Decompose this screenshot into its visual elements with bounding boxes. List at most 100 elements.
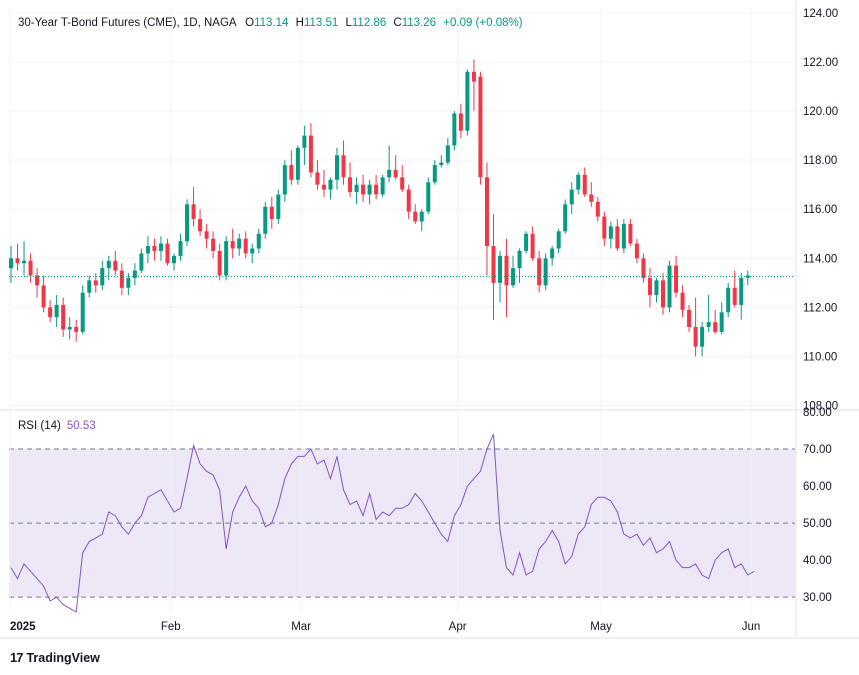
candle bbox=[74, 319, 79, 342]
candle-body bbox=[400, 177, 405, 190]
candle-body bbox=[165, 243, 170, 264]
candle-body bbox=[582, 174, 587, 195]
candle-body bbox=[445, 145, 450, 163]
candle-body bbox=[713, 322, 718, 332]
candle-body bbox=[230, 241, 235, 249]
candle bbox=[87, 275, 92, 298]
time-tick-label: Mar bbox=[291, 621, 311, 633]
candle bbox=[393, 155, 398, 180]
price-axis[interactable]: 108.00 110.00 112.00 114.00 116.00 118.00 120.… bbox=[803, 8, 838, 413]
candle-body bbox=[308, 135, 313, 173]
candle-body bbox=[615, 226, 620, 249]
candle-body bbox=[393, 169, 398, 178]
price-tick-label: 118.00 bbox=[803, 155, 837, 167]
candle bbox=[426, 177, 431, 215]
rsi-tick-label: 70.00 bbox=[803, 444, 832, 456]
candle bbox=[478, 71, 483, 185]
candle-body bbox=[93, 280, 98, 286]
candle bbox=[152, 238, 157, 261]
price-tick-label: 124.00 bbox=[803, 8, 838, 20]
candle bbox=[198, 209, 203, 237]
candle bbox=[661, 273, 665, 315]
candle bbox=[263, 201, 268, 239]
rsi-axis[interactable]: 30.00 40.00 50.00 60.00 70.00 80.00 bbox=[803, 407, 832, 604]
candle bbox=[445, 138, 450, 166]
candle-body bbox=[367, 184, 372, 195]
rsi-label[interactable]: RSI (14) bbox=[18, 420, 61, 432]
candle-body bbox=[341, 155, 346, 178]
candle-body bbox=[80, 292, 85, 332]
candle bbox=[400, 165, 405, 193]
candle-body bbox=[9, 258, 13, 269]
candle bbox=[465, 69, 470, 136]
rsi-legend: RSI (14) 50.53 bbox=[18, 420, 96, 432]
candle-body bbox=[302, 135, 307, 148]
candle bbox=[178, 233, 183, 261]
close-value: 113.26 bbox=[401, 17, 437, 29]
candle bbox=[602, 211, 607, 247]
candle bbox=[158, 236, 163, 261]
candle-body bbox=[74, 327, 79, 332]
close-label: C bbox=[393, 17, 402, 29]
candle-body bbox=[674, 265, 679, 293]
open-value: 113.14 bbox=[254, 17, 289, 29]
candle bbox=[185, 199, 190, 247]
rsi-tick-label: 80.00 bbox=[803, 407, 832, 419]
time-axis[interactable]: 2025 Feb Mar Apr May Jun bbox=[10, 621, 760, 633]
candle-body bbox=[654, 280, 659, 296]
candle bbox=[634, 238, 639, 264]
candle-body bbox=[687, 309, 692, 328]
candle-body bbox=[576, 174, 581, 190]
candle-body bbox=[237, 238, 242, 249]
tradingview-logo-icon: 17 bbox=[10, 650, 24, 665]
candle-body bbox=[641, 258, 646, 278]
candle bbox=[687, 304, 692, 332]
candle bbox=[647, 268, 652, 308]
candle-body bbox=[295, 147, 300, 180]
candle-body bbox=[621, 223, 626, 249]
candle-body bbox=[413, 211, 418, 222]
candle bbox=[22, 241, 27, 276]
candle bbox=[139, 248, 144, 274]
candle bbox=[41, 275, 46, 313]
candle bbox=[524, 231, 529, 254]
candle-body bbox=[152, 246, 157, 251]
candle bbox=[335, 147, 339, 190]
tradingview-brand[interactable]: 17 TradingView bbox=[10, 650, 100, 665]
candle-body bbox=[471, 71, 476, 82]
candle-body bbox=[67, 327, 72, 330]
candle-body bbox=[647, 277, 652, 296]
candle bbox=[674, 255, 679, 298]
candle-body bbox=[439, 162, 444, 166]
candle-body bbox=[41, 285, 46, 308]
rsi-series-line bbox=[10, 433, 755, 613]
candle-body bbox=[15, 258, 20, 264]
candle bbox=[321, 169, 326, 197]
candle bbox=[641, 253, 646, 283]
candle bbox=[295, 145, 300, 185]
candle-body bbox=[432, 165, 437, 183]
candle bbox=[93, 273, 98, 293]
rsi-band-layer bbox=[9, 448, 795, 598]
candle bbox=[308, 123, 313, 178]
symbol-title[interactable]: 30-Year T-Bond Futures (CME), 1D, NAGA bbox=[18, 17, 236, 29]
candle-body bbox=[491, 246, 496, 283]
candle-body bbox=[426, 182, 431, 212]
candle-body bbox=[211, 238, 216, 251]
candle bbox=[498, 250, 502, 303]
candle-body bbox=[602, 216, 607, 239]
candle bbox=[693, 297, 698, 357]
time-tick-label: Apr bbox=[449, 621, 467, 633]
candle-body bbox=[185, 204, 190, 242]
candle-body bbox=[276, 194, 281, 220]
candle-body bbox=[113, 260, 118, 271]
candle bbox=[9, 246, 13, 283]
candle-body bbox=[563, 204, 568, 232]
candle-body bbox=[700, 327, 705, 347]
candle bbox=[341, 140, 346, 185]
candle-body bbox=[504, 255, 509, 286]
candle-body bbox=[315, 172, 320, 185]
candle bbox=[595, 196, 600, 222]
candle-body bbox=[348, 177, 353, 193]
